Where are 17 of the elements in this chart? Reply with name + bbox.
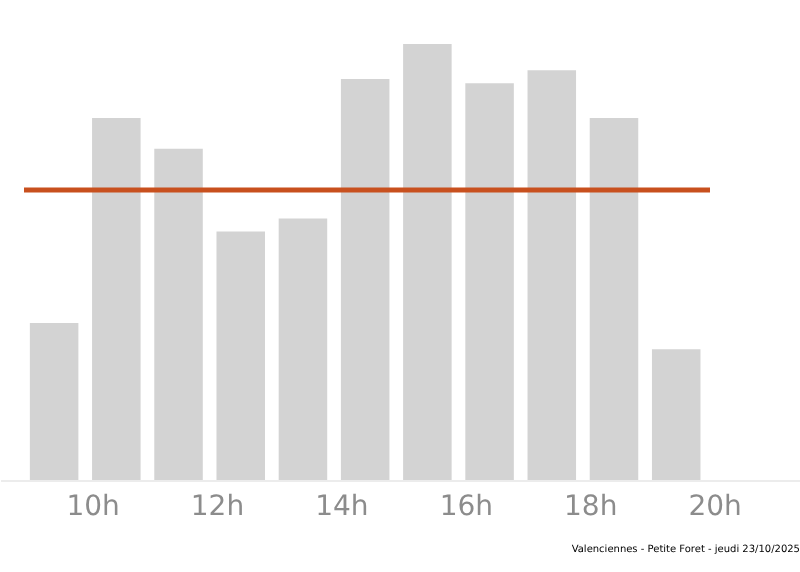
bar (403, 44, 452, 480)
bar (465, 83, 514, 480)
bar (651, 349, 701, 480)
bar (216, 231, 266, 480)
x-tick-label: 16h (439, 491, 494, 523)
x-tick-label: 20h (688, 491, 742, 523)
x-tick-label: 10h (66, 491, 120, 523)
bar (589, 118, 639, 480)
bar (527, 70, 577, 480)
bar (154, 148, 203, 480)
bar (92, 118, 141, 480)
bar (278, 218, 328, 480)
bar (340, 78, 390, 480)
x-tick-label: 14h (315, 491, 369, 523)
x-tick-label: 18h (564, 491, 618, 523)
bar (29, 323, 79, 480)
x-tick-label: 12h (190, 491, 245, 523)
